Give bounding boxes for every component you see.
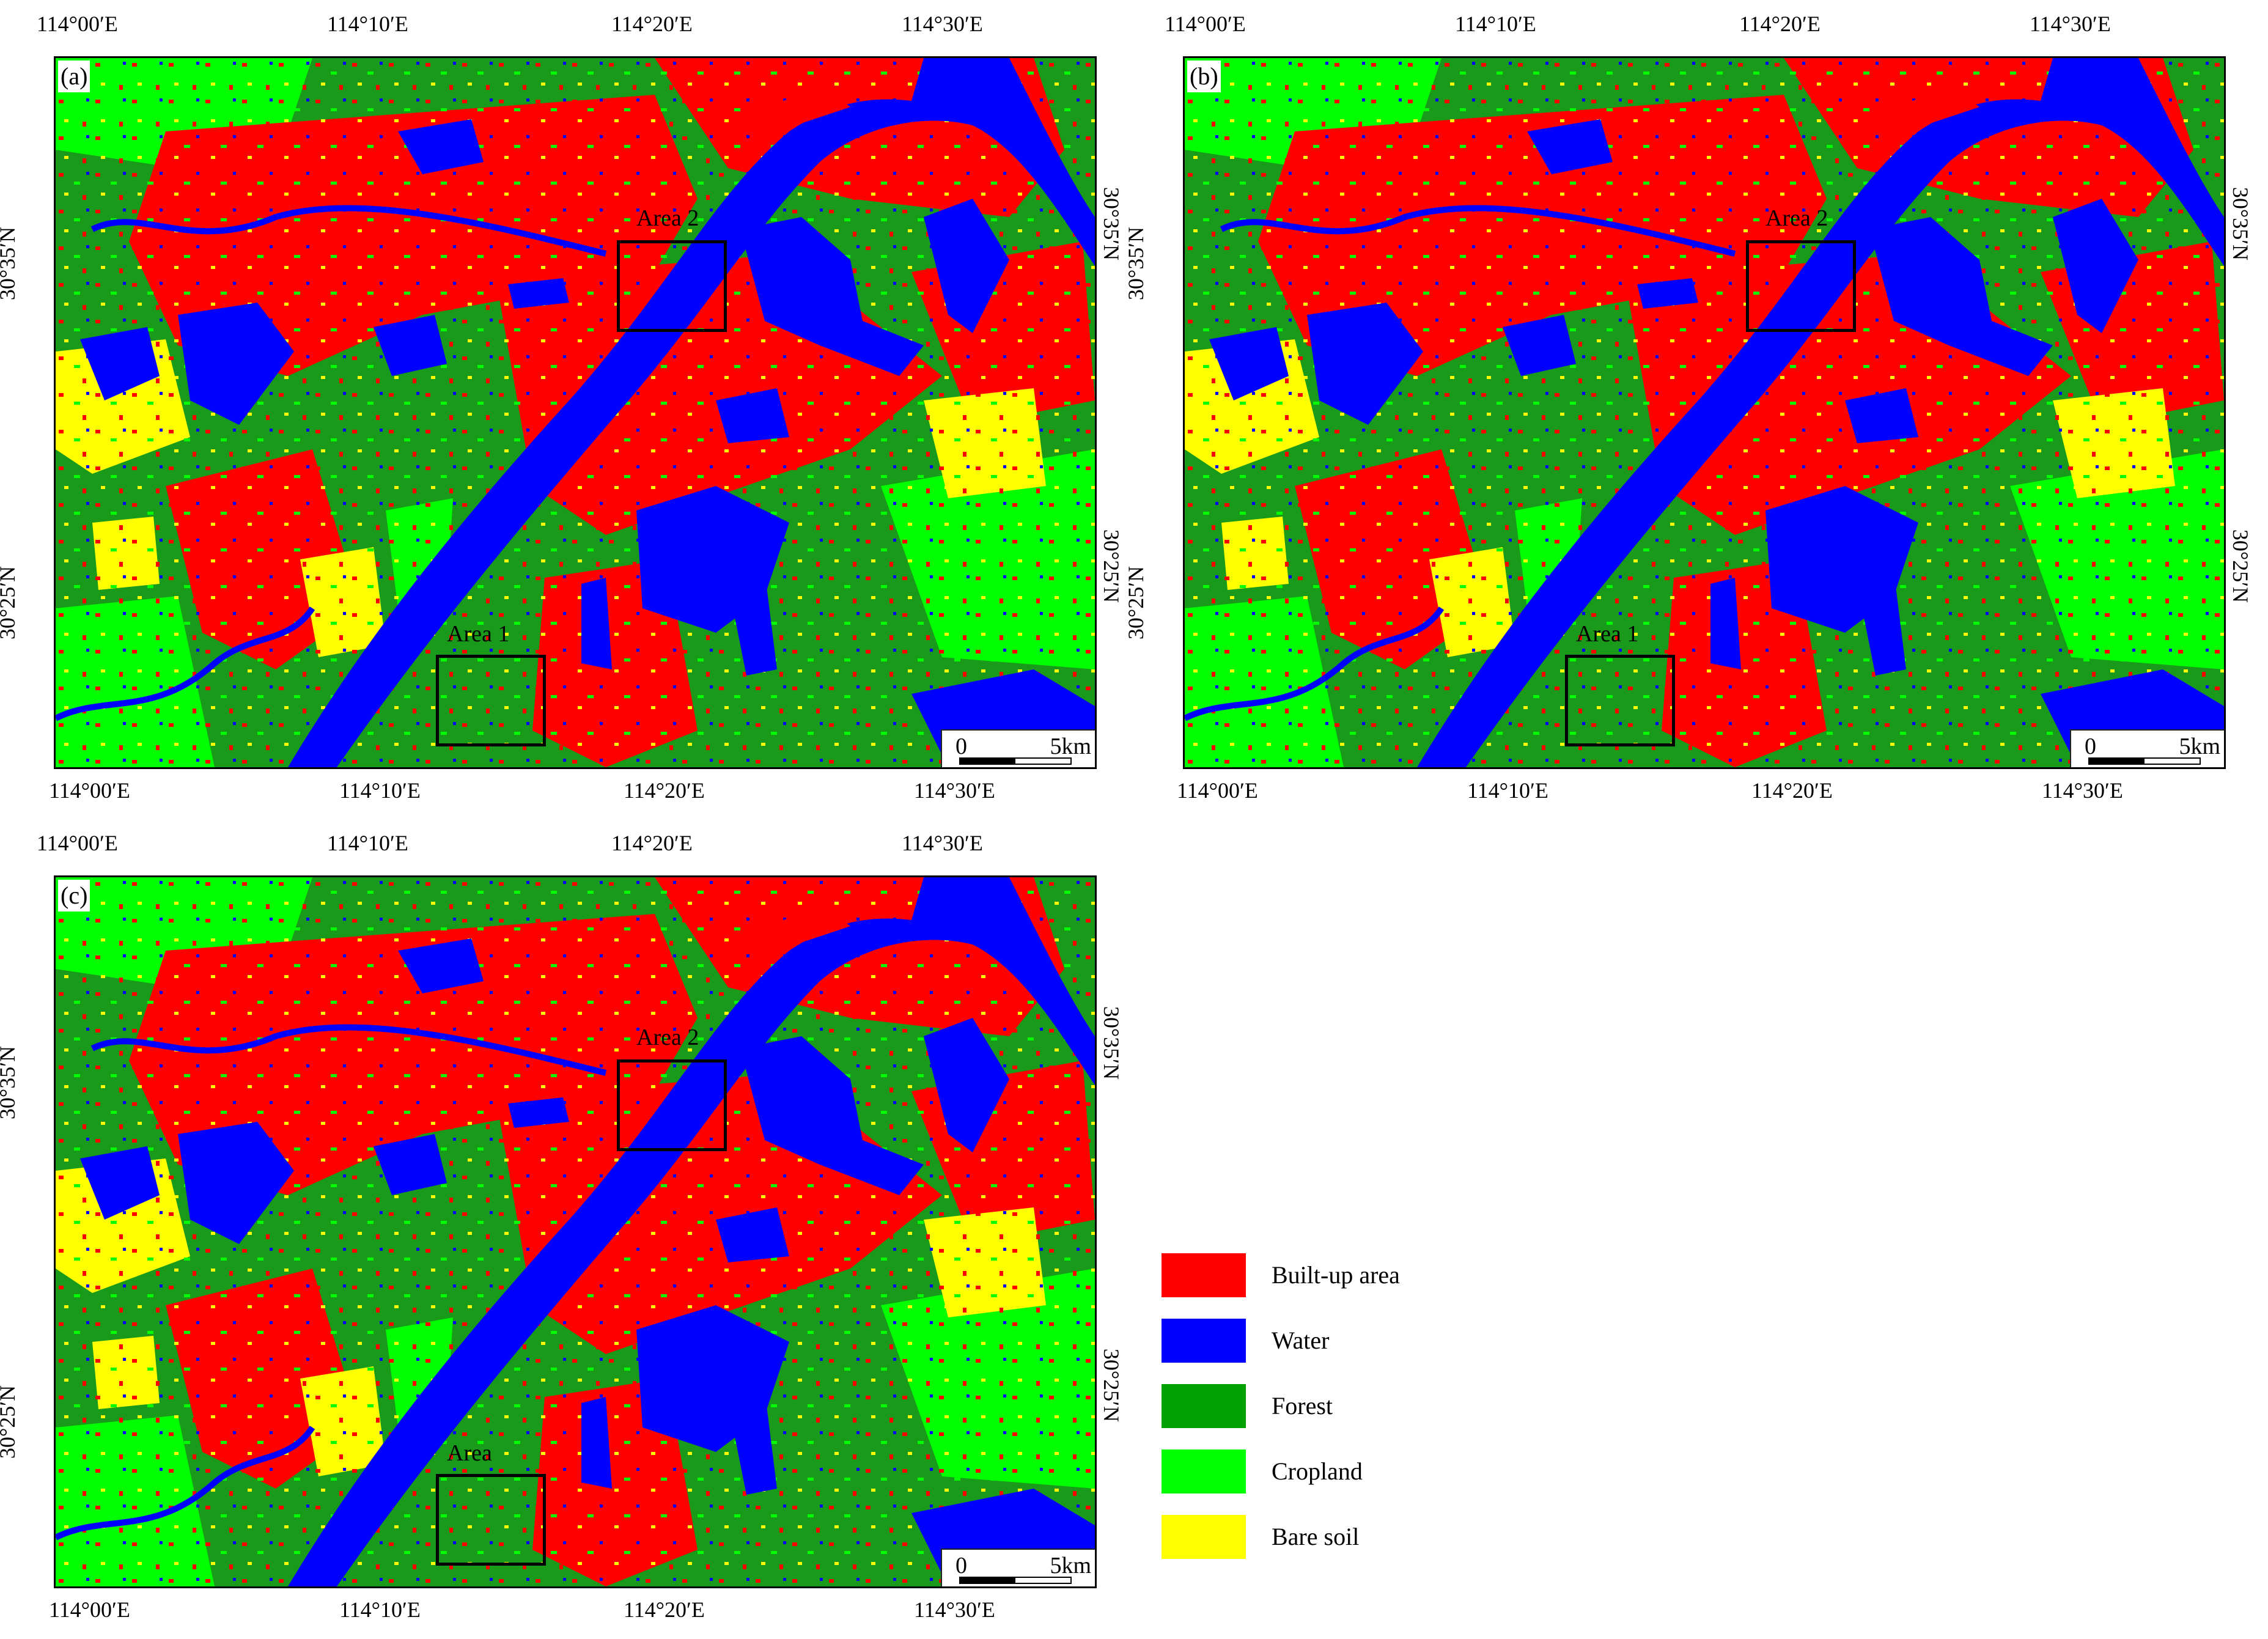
lat-left-0-a: 30°35′N xyxy=(0,226,20,301)
lon-top-1-b: 114°10′E xyxy=(1455,12,1536,36)
scale-zero: 0 xyxy=(955,1553,967,1578)
lon-bottom-0-c: 114°00′E xyxy=(49,1597,130,1622)
legend-label-built-up: Built-up area xyxy=(1272,1261,1400,1289)
lon-top-1-c: 114°10′E xyxy=(327,831,408,855)
area-2-box-a xyxy=(617,240,727,332)
lon-bottom-1-a: 114°10′E xyxy=(339,778,421,803)
lat-right-0-a: 30°35′N xyxy=(1099,186,1124,261)
area-1-label-a: Area 1 xyxy=(447,621,510,647)
lat-right-1-a: 30°25′N xyxy=(1099,529,1124,603)
lon-bottom-3-b: 114°30′E xyxy=(2042,778,2123,803)
scale-bar-graphic xyxy=(2088,757,2201,765)
lon-top-1-a: 114°10′E xyxy=(327,12,408,36)
lat-right-0-b: 30°35′N xyxy=(2228,186,2253,261)
lat-left-0-b: 30°35′N xyxy=(1124,226,1149,301)
legend-swatch-water xyxy=(1162,1319,1246,1363)
lon-top-0-b: 114°00′E xyxy=(1165,12,1246,36)
area-2-label-b: Area 2 xyxy=(1765,205,1828,231)
lon-top-2-b: 114°20′E xyxy=(1739,12,1821,36)
scale-distance: 5km xyxy=(1050,734,1091,759)
legend-item-built-up: Built-up area xyxy=(1162,1253,1528,1297)
lon-bottom-3-c: 114°30′E xyxy=(914,1597,995,1622)
lon-top-2-a: 114°20′E xyxy=(611,12,693,36)
land-cover-map-b xyxy=(1185,58,2224,767)
lat-left-1-a: 30°25′N xyxy=(0,565,20,640)
legend-item-forest: Forest xyxy=(1162,1384,1528,1428)
legend-item-bare-soil: Bare soil xyxy=(1162,1515,1528,1559)
map-frame-b: (b) Area 2 Area 1 0 5km xyxy=(1183,56,2226,769)
scale-distance: 5km xyxy=(1050,1553,1091,1578)
lat-left-1-c: 30°25′N xyxy=(0,1385,20,1459)
land-cover-map-c xyxy=(56,877,1095,1586)
legend-swatch-forest xyxy=(1162,1384,1246,1428)
legend-swatch-built-up xyxy=(1162,1253,1246,1297)
lon-top-0-c: 114°00′E xyxy=(37,831,118,855)
area-1-box-b xyxy=(1565,655,1675,746)
scale-bar-graphic xyxy=(959,1577,1072,1584)
scale-distance: 5km xyxy=(2179,734,2220,759)
lon-bottom-0-b: 114°00′E xyxy=(1177,778,1258,803)
scale-bar-fill xyxy=(960,1578,1015,1583)
lat-left-1-b: 30°25′N xyxy=(1124,565,1149,640)
lon-top-3-b: 114°30′E xyxy=(2030,12,2111,36)
map-frame-c: (c) Area 2 Area 0 5km xyxy=(54,875,1097,1588)
area-1-box-a xyxy=(436,655,546,746)
scale-bar-b: 0 5km xyxy=(2070,729,2224,767)
lon-bottom-2-b: 114°20′E xyxy=(1751,778,1833,803)
legend-label-cropland: Cropland xyxy=(1272,1457,1363,1485)
scale-bar-fill xyxy=(960,759,1015,764)
scale-bar-c: 0 5km xyxy=(941,1549,1095,1586)
lat-left-0-c: 30°35′N xyxy=(0,1045,20,1120)
map-frame-a: (a) Area 2 Area 1 0 5km xyxy=(54,56,1097,769)
panel-label-b: (b) xyxy=(1187,61,1221,92)
lat-right-1-c: 30°25′N xyxy=(1099,1348,1124,1423)
lon-bottom-0-a: 114°00′E xyxy=(49,778,130,803)
panel-label-a: (a) xyxy=(58,61,90,92)
legend-label-bare-soil: Bare soil xyxy=(1272,1523,1360,1550)
land-cover-map-a xyxy=(56,58,1095,767)
lon-bottom-2-a: 114°20′E xyxy=(624,778,705,803)
legend-swatch-cropland xyxy=(1162,1449,1246,1494)
lat-right-0-c: 30°35′N xyxy=(1099,1006,1124,1080)
scale-bar-a: 0 5km xyxy=(941,729,1095,767)
lon-bottom-1-b: 114°10′E xyxy=(1467,778,1548,803)
scale-bar-fill xyxy=(2089,759,2145,764)
panel-label-c: (c) xyxy=(58,880,90,912)
lon-top-2-c: 114°20′E xyxy=(611,831,693,855)
legend-label-forest: Forest xyxy=(1272,1392,1333,1420)
area-1-box-c xyxy=(436,1474,546,1566)
lon-bottom-1-c: 114°10′E xyxy=(339,1597,421,1622)
lon-top-3-a: 114°30′E xyxy=(902,12,983,36)
lon-bottom-3-a: 114°30′E xyxy=(914,778,995,803)
area-2-box-b xyxy=(1746,240,1856,332)
area-2-label-a: Area 2 xyxy=(636,205,699,231)
area-1-label-b: Area 1 xyxy=(1576,621,1639,647)
legend-item-water: Water xyxy=(1162,1319,1528,1363)
legend-swatch-bare-soil xyxy=(1162,1515,1246,1559)
scale-zero: 0 xyxy=(2085,734,2096,759)
scale-bar-graphic xyxy=(959,757,1072,765)
legend-label-water: Water xyxy=(1272,1327,1330,1354)
legend-item-cropland: Cropland xyxy=(1162,1449,1528,1494)
area-2-box-c xyxy=(617,1059,727,1151)
area-2-label-c: Area 2 xyxy=(636,1025,699,1050)
area-1-label-c: Area xyxy=(447,1440,492,1466)
lon-top-0-a: 114°00′E xyxy=(37,12,118,36)
lon-top-3-c: 114°30′E xyxy=(902,831,983,855)
lat-right-1-b: 30°25′N xyxy=(2228,529,2253,603)
lon-bottom-2-c: 114°20′E xyxy=(624,1597,705,1622)
scale-zero: 0 xyxy=(955,734,967,759)
